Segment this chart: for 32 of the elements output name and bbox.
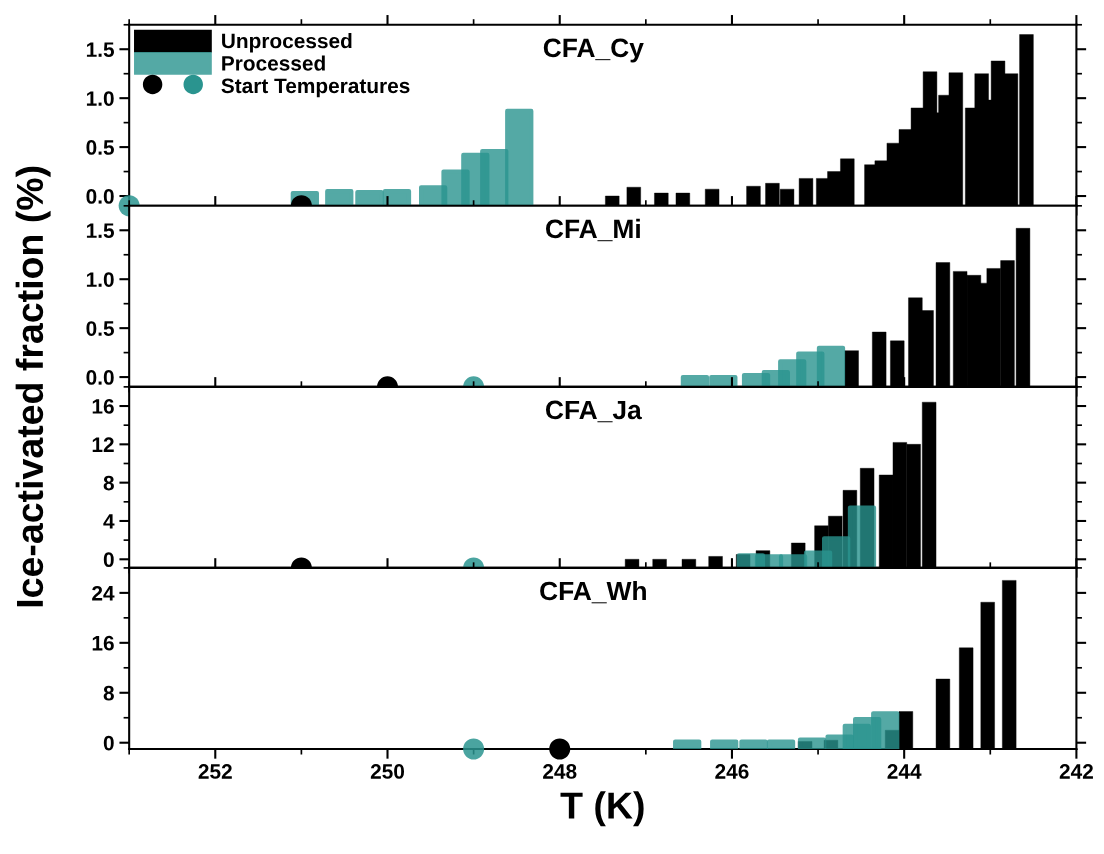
chart-title: CFA_Ja — [545, 400, 642, 423]
y-tick-label: 1.5 — [86, 42, 115, 57]
chart-title: CFA_Cy — [543, 38, 644, 63]
legend-label: Start Temperatures — [221, 78, 410, 98]
legend-label: Unprocessed — [222, 33, 352, 53]
x-axis-title: T (K) — [560, 791, 644, 827]
x-tick-label: 248 — [543, 764, 577, 779]
y-tick-label: 4 — [103, 514, 115, 529]
y-tick-label: 16 — [92, 399, 114, 414]
y-tick-label: 24 — [92, 585, 115, 601]
y-tick-label: 0.0 — [86, 370, 114, 385]
y-tick-label: 8 — [103, 475, 114, 491]
x-tick-label: 244 — [887, 764, 922, 779]
y-tick-label: 0 — [103, 552, 114, 568]
y-axis-title: Ice-activated fraction (%) — [15, 166, 51, 607]
chart-title: CFA_Mi — [546, 218, 640, 242]
legend-label: Processed — [222, 55, 325, 71]
y-tick-label: 1.5 — [86, 223, 115, 239]
y-tick-label: 0.5 — [86, 140, 115, 155]
y-tick-label: 12 — [92, 437, 114, 452]
y-tick-label: 16 — [92, 635, 114, 651]
y-tick-label: 0 — [103, 735, 114, 751]
x-tick-label: 252 — [198, 764, 232, 779]
y-tick-label: 8 — [103, 685, 114, 701]
x-tick-label: 246 — [715, 764, 749, 779]
y-tick-label: 0.0 — [86, 189, 114, 204]
chart-title: CFA_Wh — [540, 580, 646, 604]
y-tick-label: 1.0 — [86, 91, 114, 106]
y-tick-label: 0.5 — [86, 321, 115, 336]
x-tick-label: 242 — [1059, 764, 1093, 779]
x-tick-label: 250 — [370, 764, 405, 779]
y-tick-label: 1.0 — [86, 272, 114, 287]
